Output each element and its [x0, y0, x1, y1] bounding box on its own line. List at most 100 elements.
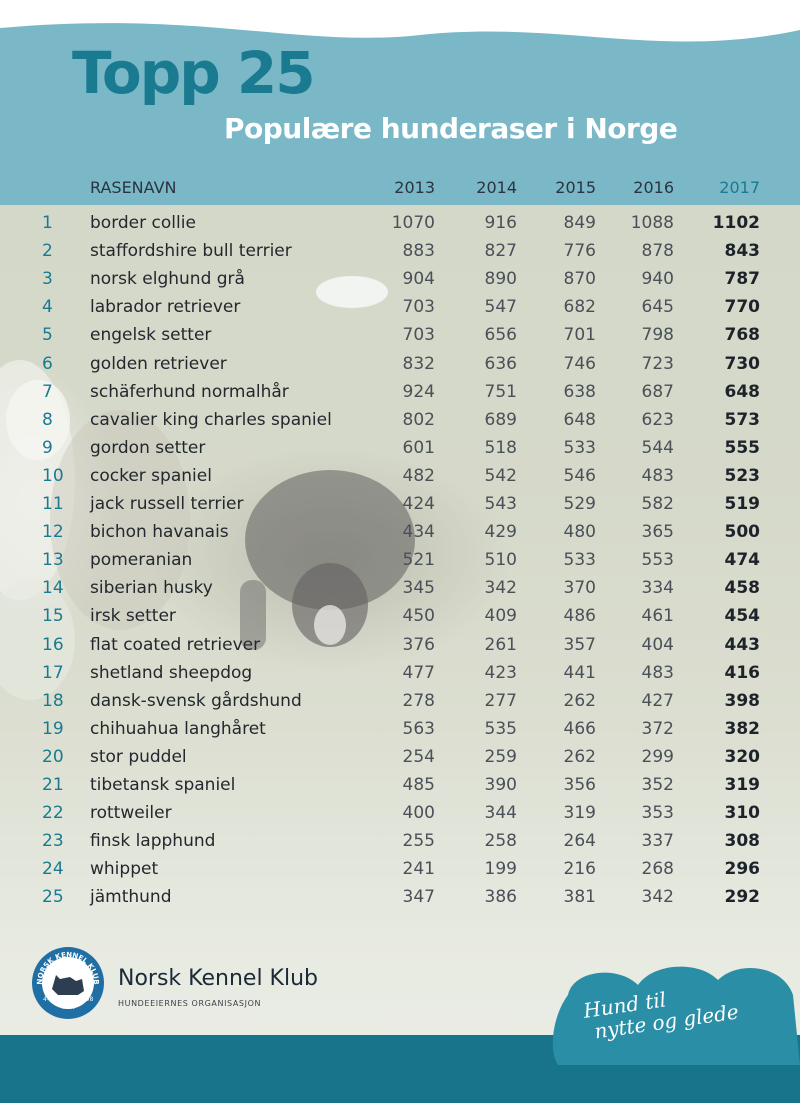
row-value: 357 — [563, 635, 596, 655]
row-value: 573 — [724, 410, 761, 430]
row-value: 533 — [563, 438, 596, 458]
row-rank: 12 — [42, 522, 64, 542]
row-value: 454 — [724, 606, 761, 626]
row-breed-name: finsk lapphund — [90, 831, 216, 851]
row-value: 268 — [641, 859, 674, 879]
row-value: 345 — [402, 578, 435, 598]
row-value: 381 — [563, 887, 596, 907]
row-rank: 20 — [42, 747, 64, 767]
row-breed-name: tibetansk spaniel — [90, 775, 236, 795]
row-value: 409 — [484, 606, 517, 626]
row-value: 262 — [563, 747, 596, 767]
row-rank: 18 — [42, 691, 64, 711]
row-breed-name: labrador retriever — [90, 297, 241, 317]
row-value: 521 — [402, 550, 435, 570]
row-value: 347 — [402, 887, 435, 907]
row-value: 730 — [724, 354, 761, 374]
row-breed-name: cocker spaniel — [90, 466, 212, 486]
row-value: 424 — [402, 494, 435, 514]
row-breed-name: pomeranian — [90, 550, 193, 570]
row-value: 890 — [484, 269, 517, 289]
row-value: 701 — [563, 325, 596, 345]
row-value: 883 — [402, 241, 435, 261]
row-value: 563 — [402, 719, 435, 739]
row-breed-name: irsk setter — [90, 606, 176, 626]
row-value: 259 — [484, 747, 517, 767]
row-rank: 13 — [42, 550, 64, 570]
page-title: Topp 25 — [72, 39, 316, 107]
row-value: 582 — [641, 494, 674, 514]
row-value: 648 — [563, 410, 596, 430]
row-rank: 15 — [42, 606, 64, 626]
row-value: 416 — [724, 663, 761, 683]
seal-left-text: 4-1 — [43, 996, 53, 1003]
dog-seal-icon: NORSK KENNEL KLUB 4-1 NKK 1898 — [32, 947, 104, 1019]
row-value: 310 — [724, 803, 761, 823]
row-value: 261 — [484, 635, 517, 655]
row-breed-name: staffordshire bull terrier — [90, 241, 292, 261]
row-value: 656 — [484, 325, 517, 345]
row-value: 547 — [484, 297, 517, 317]
row-value: 776 — [563, 241, 596, 261]
row-breed-name: jack russell terrier — [90, 494, 244, 514]
column-header-rasenavn: RASENAVN — [90, 178, 177, 197]
cloud-shape — [552, 966, 800, 1065]
row-value: 292 — [724, 887, 761, 907]
row-value: 474 — [724, 550, 761, 570]
row-value: 555 — [724, 438, 761, 458]
row-rank: 5 — [42, 325, 53, 345]
row-value: 1070 — [391, 213, 435, 233]
row-rank: 23 — [42, 831, 64, 851]
row-value: 255 — [402, 831, 435, 851]
row-rank: 22 — [42, 803, 64, 823]
row-value: 461 — [641, 606, 674, 626]
row-value: 334 — [641, 578, 674, 598]
row-value: 356 — [563, 775, 596, 795]
row-value: 485 — [402, 775, 435, 795]
page-subtitle: Populære hunderaser i Norge — [224, 112, 678, 145]
row-value: 398 — [724, 691, 761, 711]
row-rank: 2 — [42, 241, 53, 261]
row-value: 1088 — [630, 213, 674, 233]
row-breed-name: shetland sheepdog — [90, 663, 253, 683]
row-value: 262 — [563, 691, 596, 711]
row-value: 423 — [484, 663, 517, 683]
row-value: 483 — [641, 466, 674, 486]
row-value: 523 — [724, 466, 761, 486]
row-value: 241 — [402, 859, 435, 879]
row-value: 258 — [484, 831, 517, 851]
row-value: 466 — [563, 719, 596, 739]
row-value: 434 — [402, 522, 435, 542]
row-breed-name: chihuahua langhåret — [90, 719, 266, 739]
row-breed-name: cavalier king charles spaniel — [90, 410, 332, 430]
row-rank: 10 — [42, 466, 64, 486]
logo-name: Norsk Kennel Klub — [118, 966, 318, 991]
row-value: 535 — [484, 719, 517, 739]
row-value: 546 — [563, 466, 596, 486]
column-header-year: 2017 — [719, 178, 760, 197]
row-value: 376 — [402, 635, 435, 655]
row-value: 1102 — [712, 213, 760, 233]
row-value: 723 — [641, 354, 674, 374]
row-value: 687 — [641, 382, 674, 402]
row-breed-name: norsk elghund grå — [90, 269, 245, 289]
row-value: 486 — [563, 606, 596, 626]
row-value: 648 — [724, 382, 761, 402]
seal-mid-text: NKK — [62, 1004, 75, 1011]
row-value: 483 — [641, 663, 674, 683]
row-value: 319 — [724, 775, 761, 795]
column-header-year: 2014 — [476, 178, 517, 197]
row-rank: 19 — [42, 719, 64, 739]
row-value: 450 — [402, 606, 435, 626]
row-value: 689 — [484, 410, 517, 430]
row-value: 342 — [641, 887, 674, 907]
row-value: 518 — [484, 438, 517, 458]
row-value: 510 — [484, 550, 517, 570]
row-rank: 3 — [42, 269, 53, 289]
row-value: 352 — [641, 775, 674, 795]
column-header-year: 2015 — [555, 178, 596, 197]
row-value: 458 — [724, 578, 761, 598]
row-value: 320 — [724, 747, 761, 767]
row-breed-name: dansk-svensk gårdshund — [90, 691, 302, 711]
